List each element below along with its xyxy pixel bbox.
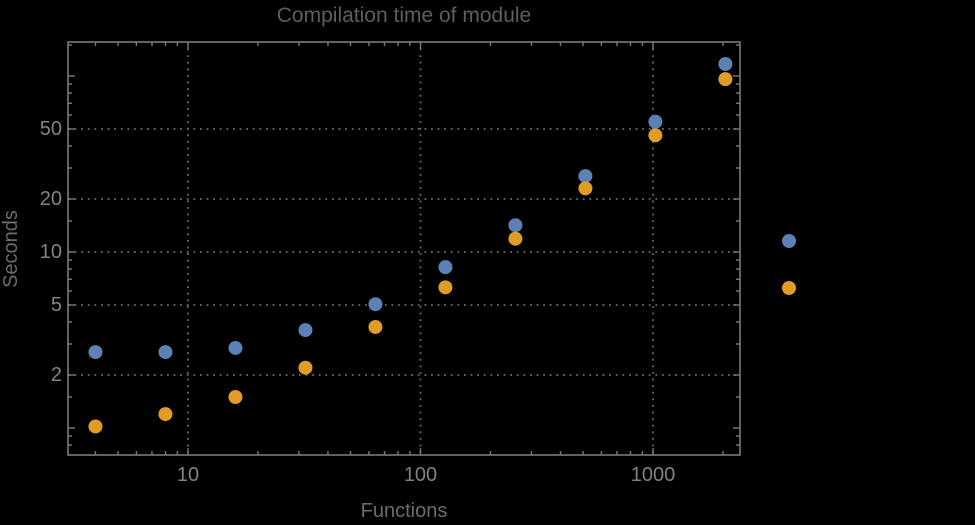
data-point-series-1-blue bbox=[718, 56, 733, 71]
data-point-series-2-orange bbox=[438, 280, 453, 295]
data-point-series-2-orange bbox=[508, 231, 523, 246]
data-point-series-1-blue bbox=[578, 169, 593, 184]
frame-rect bbox=[67, 41, 741, 456]
chart-title: Compilation time of module bbox=[276, 4, 532, 27]
data-point-series-1-blue bbox=[158, 345, 173, 360]
data-point-series-2-orange bbox=[298, 360, 313, 375]
plot-frame bbox=[67, 41, 741, 456]
data-point-series-1-blue bbox=[508, 218, 523, 233]
data-point-series-1-blue bbox=[438, 260, 453, 275]
y-tick-label: 2 bbox=[50, 364, 62, 387]
x-tick-label: 100 bbox=[403, 464, 438, 486]
data-point-series-2-orange bbox=[88, 419, 103, 434]
legend-marker-series-2-orange bbox=[782, 281, 796, 295]
y-tick-label: 10 bbox=[39, 241, 62, 263]
legend-markers bbox=[782, 234, 796, 295]
y-tick-label: 5 bbox=[50, 293, 62, 316]
y-tick-label: 50 bbox=[39, 117, 62, 140]
legend-marker-series-1-blue bbox=[782, 234, 796, 248]
data-point-series-1-blue bbox=[88, 345, 103, 360]
data-point-series-2-orange bbox=[578, 181, 593, 196]
data-point-series-1-blue bbox=[368, 297, 383, 312]
data-point-series-2-orange bbox=[648, 128, 663, 143]
series-series-1-blue bbox=[88, 56, 733, 360]
series-series-2-orange bbox=[88, 72, 733, 434]
y-tick-label: 20 bbox=[39, 188, 62, 211]
x-tick-label: 1000 bbox=[630, 464, 676, 486]
data-point-series-2-orange bbox=[158, 407, 173, 422]
data-point-series-2-orange bbox=[228, 390, 243, 405]
data-point-series-1-blue bbox=[298, 323, 313, 338]
data-point-series-2-orange bbox=[368, 319, 383, 334]
tick-marks bbox=[68, 42, 740, 455]
data-point-series-1-blue bbox=[228, 340, 243, 355]
data-point-series-2-orange bbox=[718, 72, 733, 87]
x-tick-label: 10 bbox=[176, 464, 200, 486]
data-points bbox=[88, 56, 733, 434]
gridlines bbox=[68, 42, 740, 455]
data-point-series-1-blue bbox=[648, 114, 663, 129]
x-axis-label: Functions bbox=[360, 500, 448, 522]
